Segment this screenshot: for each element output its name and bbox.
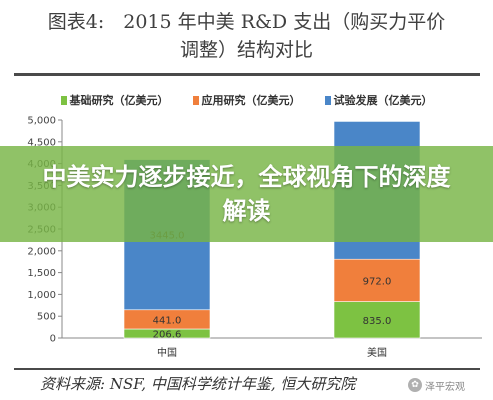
y-tick-label: 0 — [50, 334, 56, 345]
legend-swatch-development — [324, 95, 331, 105]
watermark: ✿ 泽平宏观 — [408, 376, 465, 394]
watermark-text: 泽平宏观 — [425, 381, 465, 393]
chart-title: 图表4: 2015 年中美 R&D 支出（购买力平价调整）结构对比 — [47, 11, 446, 61]
data-label: 441.0 — [153, 315, 182, 326]
wechat-icon: ✿ — [408, 378, 422, 392]
legend-label-applied: 应用研究（亿美元） — [201, 94, 301, 107]
y-tick-label: 4,500 — [27, 137, 56, 148]
y-tick-label: 2,000 — [27, 246, 56, 257]
y-tick-label: 5,000 — [27, 116, 56, 127]
top-divider — [14, 73, 480, 76]
overlay-banner: 中美实力逐步接近，全球视角下的深度解读 — [0, 146, 493, 242]
x-tick-label: 中国 — [157, 346, 177, 359]
legend-item-applied: 应用研究（亿美元） — [192, 90, 301, 110]
legend-label-basic: 基础研究（亿美元） — [69, 94, 169, 107]
data-label: 972.0 — [363, 276, 392, 287]
x-tick-label: 美国 — [367, 346, 387, 359]
legend: 基础研究（亿美元） 应用研究（亿美元） 试验发展（亿美元） — [0, 90, 493, 110]
data-label: 206.6 — [153, 329, 182, 340]
legend-swatch-applied — [192, 95, 199, 105]
bar-segment — [333, 301, 421, 339]
banner-text: 中美实力逐步接近，全球视角下的深度解读 — [42, 163, 451, 225]
source-note: 资料来源: NSF, 中国科学统计年鉴, 恒大研究院 — [40, 375, 356, 393]
y-tick-label: 500 — [37, 312, 56, 323]
legend-item-development: 试验发展（亿美元） — [324, 90, 433, 110]
y-tick-label: 1,000 — [27, 290, 56, 301]
data-label: 835.0 — [363, 316, 392, 327]
legend-label-development: 试验发展（亿美元） — [333, 94, 433, 107]
legend-swatch-basic — [60, 95, 67, 105]
y-tick-label: 1,500 — [27, 268, 56, 279]
legend-item-basic: 基础研究（亿美元） — [60, 90, 169, 110]
bottom-divider — [14, 368, 480, 370]
bar-segment — [333, 258, 421, 302]
